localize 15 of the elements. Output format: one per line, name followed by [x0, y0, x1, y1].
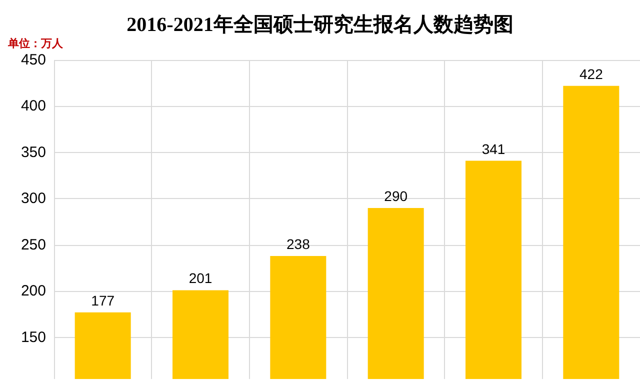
y-axis-title: 单位：万人 — [7, 37, 64, 50]
y-tick-label: 400 — [20, 98, 46, 115]
data-label: 177 — [91, 292, 115, 308]
chart-title: 2016-2021年全国硕士研究生报名人数趋势图 — [126, 13, 514, 36]
data-label: 201 — [188, 270, 212, 286]
y-tick-label: 250 — [20, 236, 46, 254]
y-tick-label: 300 — [20, 190, 46, 208]
data-label: 290 — [384, 188, 408, 204]
data-label: 341 — [482, 140, 506, 157]
y-tick-label: 150 — [20, 328, 46, 346]
data-label: 422 — [579, 66, 604, 82]
data-label: 238 — [286, 236, 310, 252]
y-tick-label: 200 — [20, 282, 46, 300]
y-tick-label: 350 — [20, 144, 46, 161]
y-tick-label: 450 — [20, 52, 46, 68]
